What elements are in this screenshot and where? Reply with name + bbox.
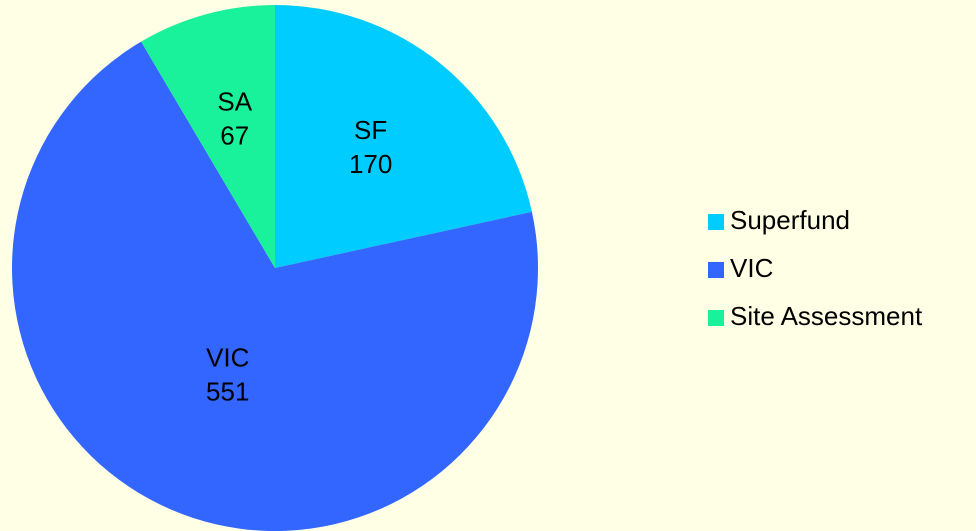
pie-slice	[141, 5, 275, 268]
slice-value: 551	[206, 376, 249, 406]
legend-label: VIC	[730, 253, 773, 283]
pie-slice	[275, 5, 532, 268]
slice-name: SA	[217, 87, 252, 117]
slice-name: SF	[354, 115, 387, 145]
legend-swatch	[708, 310, 724, 326]
slice-value: 67	[220, 121, 249, 151]
legend-swatch	[708, 214, 724, 230]
slice-name: VIC	[206, 342, 249, 372]
legend-label: Site Assessment	[730, 301, 923, 331]
slice-value: 170	[349, 149, 392, 179]
pie-slice	[12, 41, 538, 531]
legend-swatch	[708, 262, 724, 278]
legend-label: Superfund	[730, 205, 850, 235]
